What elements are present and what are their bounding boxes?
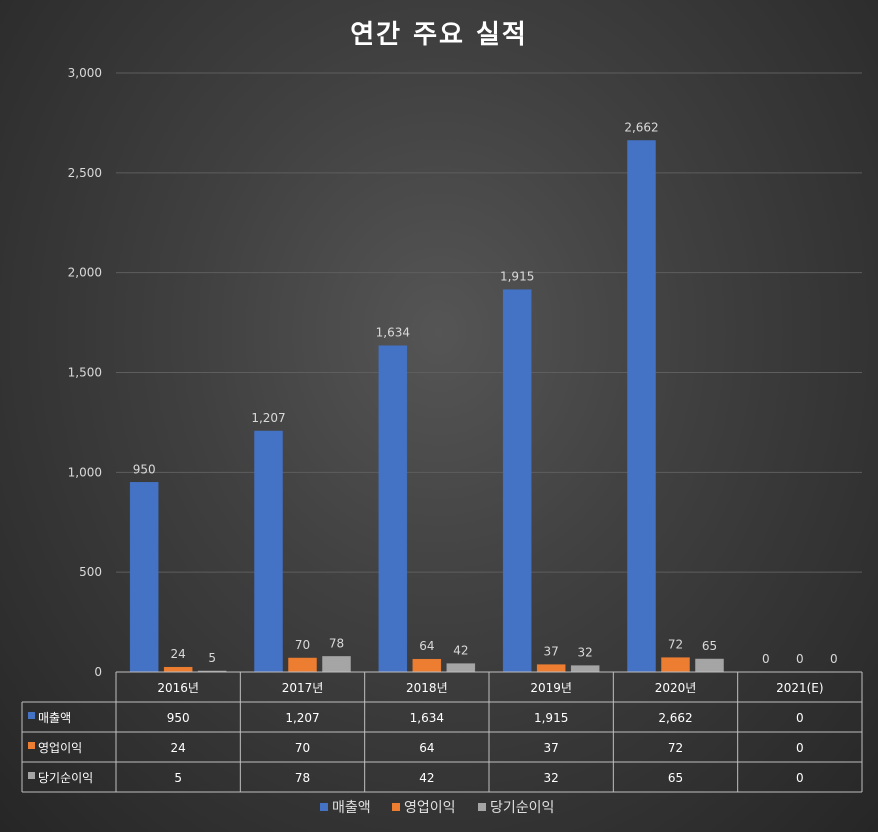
table-cell: 1,634	[410, 711, 444, 725]
data-label: 64	[419, 639, 434, 653]
bar	[695, 658, 724, 673]
data-label: 0	[830, 652, 838, 666]
bar	[129, 482, 159, 673]
table-cell: 24	[171, 741, 186, 755]
data-label: 72	[668, 638, 683, 652]
data-label: 950	[133, 462, 156, 476]
table-cell: 0	[796, 771, 804, 785]
data-label: 32	[578, 646, 593, 660]
bar	[288, 657, 317, 673]
chart-title: 연간 주요 실적	[350, 20, 528, 50]
table-row-label: 매출액	[38, 711, 71, 725]
data-label: 0	[762, 652, 770, 666]
legend-key	[28, 712, 35, 719]
table-cell: 64	[419, 741, 434, 755]
y-tick-label: 0	[94, 665, 102, 679]
table-cell: 0	[796, 741, 804, 755]
bar	[627, 140, 656, 673]
data-label: 70	[295, 638, 310, 652]
table-row-label: 당기순이익	[38, 771, 93, 785]
table-cell: 950	[167, 711, 190, 725]
table-cell: 72	[668, 741, 683, 755]
y-tick-label: 500	[79, 565, 102, 579]
data-label: 2,662	[624, 120, 658, 134]
table-cell: 42	[419, 771, 434, 785]
bar	[322, 656, 351, 673]
bar	[254, 430, 283, 673]
table-row-label: 영업이익	[38, 741, 82, 755]
legend-key	[28, 742, 35, 749]
y-tick-label: 3,000	[68, 66, 102, 80]
legend-key	[28, 772, 35, 779]
legend-swatch	[320, 803, 328, 811]
bar	[412, 658, 442, 673]
data-label: 1,634	[376, 326, 410, 340]
bar	[661, 657, 690, 673]
data-label: 42	[453, 644, 468, 658]
legend-label: 당기순이익	[490, 800, 554, 816]
table-header-cell: 2017년	[282, 681, 324, 695]
data-label: 65	[702, 639, 717, 653]
data-label: 5	[208, 651, 216, 665]
table-cell: 32	[544, 771, 559, 785]
data-label: 37	[544, 645, 559, 659]
data-label: 24	[171, 647, 186, 661]
table-cell: 37	[544, 741, 559, 755]
bar	[502, 289, 532, 673]
table-header-cell: 2021(E)	[776, 681, 823, 695]
table-cell: 78	[295, 771, 310, 785]
legend-swatch	[392, 803, 400, 811]
bar	[536, 664, 566, 673]
y-tick-label: 2,500	[68, 166, 102, 180]
data-label: 1,207	[251, 411, 285, 425]
y-tick-label: 1,000	[68, 465, 102, 479]
table-header-cell: 2020년	[655, 681, 697, 695]
table-cell: 1,207	[285, 711, 319, 725]
table-cell: 2,662	[658, 711, 692, 725]
table-header-cell: 2016년	[157, 681, 199, 695]
table-cell: 70	[295, 741, 310, 755]
table-cell: 0	[796, 711, 804, 725]
data-label: 78	[329, 636, 344, 650]
bar	[378, 345, 408, 673]
bar	[570, 665, 600, 673]
table-cell: 5	[174, 771, 182, 785]
table-header-cell: 2019년	[530, 681, 572, 695]
y-tick-label: 2,000	[68, 266, 102, 280]
data-label: 1,915	[500, 270, 534, 284]
legend-label: 매출액	[332, 800, 371, 816]
table-cell: 1,915	[534, 711, 568, 725]
bar	[446, 663, 476, 673]
legend-swatch	[478, 803, 486, 811]
table-header-cell: 2018년	[406, 681, 448, 695]
table-cell: 65	[668, 771, 683, 785]
data-label: 0	[796, 652, 804, 666]
legend-label: 영업이익	[404, 800, 456, 816]
bar	[163, 666, 193, 673]
y-tick-label: 1,500	[68, 366, 102, 380]
